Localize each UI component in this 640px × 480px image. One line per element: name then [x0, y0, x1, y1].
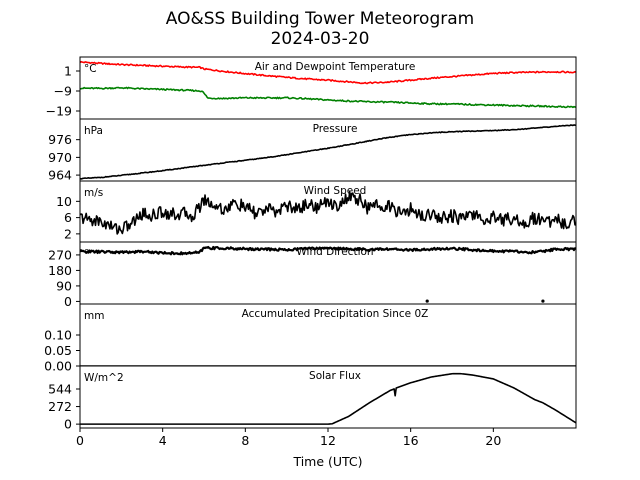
series-line-2-0 [80, 190, 576, 235]
y-tick-label-4-0: 0.10 [44, 328, 72, 343]
y-tick-label-0-0: 1 [64, 64, 72, 79]
y-tick-label-3-1: 180 [48, 263, 72, 278]
panel-unit-2: m/s [84, 187, 103, 199]
figure-title: AO&SS Building Tower Meteorogram [166, 9, 474, 29]
isolated-point-1 [541, 299, 545, 303]
y-tick-label-3-2: 90 [56, 278, 72, 293]
series-line-0-1 [80, 86, 576, 109]
panel-unit-5: W/m^2 [84, 372, 124, 384]
panel-title-1: Pressure [313, 123, 358, 135]
y-tick-label-3-0: 270 [48, 247, 72, 262]
x-tick-label-4: 16 [403, 433, 419, 448]
panel-title-3: Wind Direction [296, 246, 373, 258]
panel-0: 1 −9 −19 Air and Dewpoint Temperature °C [46, 56, 577, 120]
panel-1: 976 970 964 Pressure hPa [48, 118, 577, 183]
panel-unit-4: mm [84, 310, 104, 322]
panel-unit-1: hPa [84, 125, 103, 137]
y-tick-label-1-1: 970 [48, 150, 72, 165]
panel-5: 544 272 0 Solar Flux W/m^2 0 4 8 12 16 20 [48, 365, 577, 448]
y-tick-label-4-2: 0.00 [44, 359, 72, 374]
y-tick-label-1-0: 976 [48, 132, 72, 147]
y-tick-label-5-2: 0 [64, 417, 72, 432]
y-tick-label-4-1: 0.05 [44, 343, 72, 358]
y-tick-label-1-2: 964 [48, 168, 72, 183]
isolated-point-0 [425, 299, 429, 303]
y-tick-label-2-0: 10 [56, 194, 72, 209]
panel-unit-3: ° [84, 248, 89, 260]
x-tick-label-0: 0 [76, 433, 84, 448]
series-line-3-0 [80, 245, 576, 256]
panel-unit-0: °C [84, 63, 97, 75]
panel-title-5: Solar Flux [309, 370, 361, 382]
y-tick-label-3-3: 0 [64, 294, 72, 309]
x-tick-label-3: 12 [320, 433, 336, 448]
series-line-1-0 [80, 124, 576, 180]
y-tick-label-5-0: 544 [48, 381, 72, 396]
x-axis-label: Time (UTC) [292, 454, 362, 469]
y-tick-label-5-1: 272 [48, 399, 72, 414]
y-tick-label-2-2: 2 [64, 226, 72, 241]
y-tick-label-0-1: −9 [54, 84, 72, 99]
x-tick-label-5: 20 [485, 433, 501, 448]
panel-title-4: Accumulated Precipitation Since 0Z [242, 308, 429, 320]
x-tick-label-2: 8 [241, 433, 249, 448]
panel-title-2: Wind Speed [304, 185, 367, 197]
panel-title-0: Air and Dewpoint Temperature [255, 61, 416, 73]
figure-subtitle-date: 2024-03-20 [271, 29, 370, 49]
x-tick-label-1: 4 [159, 433, 167, 448]
series-line-0-0 [80, 60, 576, 85]
y-tick-label-2-1: 6 [64, 210, 72, 225]
y-tick-label-0-2: −19 [46, 104, 72, 119]
series-line-5-0 [80, 372, 576, 425]
